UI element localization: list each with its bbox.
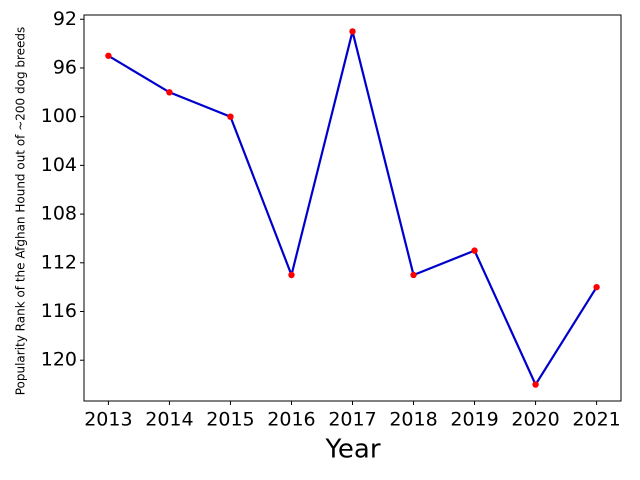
x-tick-label: 2019: [450, 409, 498, 431]
y-tick-label: 100: [41, 105, 77, 127]
marker: [593, 283, 600, 291]
y-tick-label: 116: [41, 300, 77, 322]
plot-frame: [83, 14, 622, 402]
y-tick-label: 92: [53, 8, 77, 30]
marker: [105, 52, 112, 59]
y-tick-label: 120: [41, 349, 77, 371]
x-tick-label: 2016: [267, 409, 315, 431]
y-tick-label: 104: [41, 154, 77, 176]
x-tick-label: 2015: [206, 409, 254, 431]
marker: [471, 247, 478, 254]
marker: [288, 271, 295, 279]
marker: [349, 28, 356, 35]
y-tick-label: 108: [41, 203, 77, 225]
line: [107, 31, 598, 387]
x-tick-label: 2013: [84, 409, 132, 431]
marker: [532, 381, 539, 388]
marker: [166, 89, 173, 96]
x-tick-label: 2017: [328, 409, 376, 431]
y-axis-label: Popularity Rank of the Afghan Hound out …: [14, 27, 28, 396]
x-tick-label: 2018: [389, 409, 437, 431]
y-tick-label: 96: [53, 56, 77, 78]
x-tick-label: 2014: [145, 409, 193, 431]
marker: [227, 113, 234, 120]
y-tick-label: 112: [41, 251, 77, 273]
x-axis-label: Year: [324, 435, 380, 465]
marker: [410, 271, 417, 279]
x-tick-label: 2020: [511, 409, 559, 431]
x-tick-label: 2021: [572, 409, 620, 431]
